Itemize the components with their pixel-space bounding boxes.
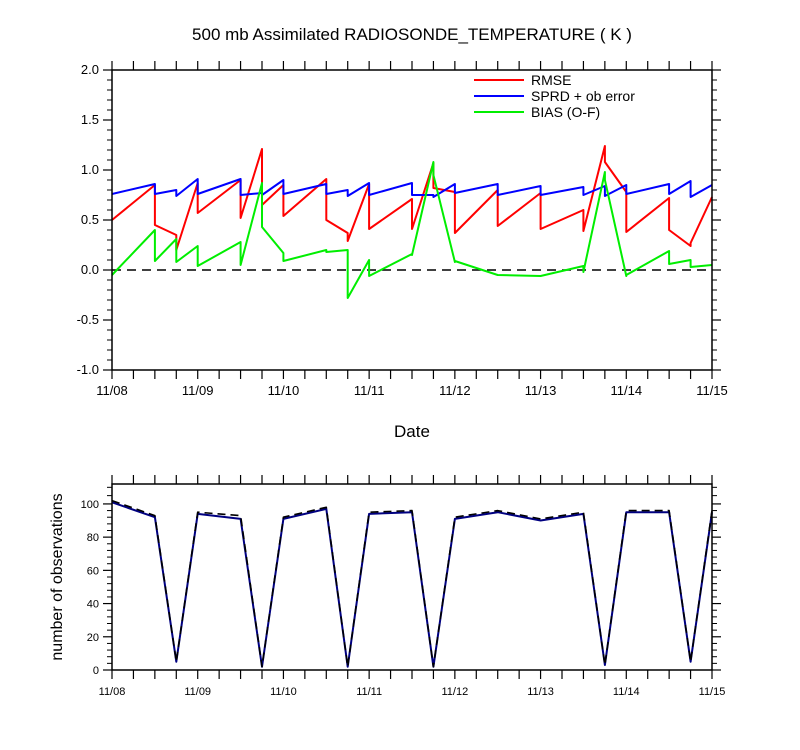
x-tick-label: 11/13 bbox=[525, 383, 557, 398]
y-tick-label: 40 bbox=[87, 599, 99, 611]
x-tick-label: 11/09 bbox=[184, 686, 211, 698]
x-tick-label: 11/10 bbox=[270, 686, 297, 698]
series-line-observations-dashed bbox=[111, 499, 713, 668]
y-tick-label: 1.5 bbox=[81, 112, 99, 127]
bottom-plot-frame bbox=[111, 483, 713, 671]
y-tick-label: 2.0 bbox=[81, 62, 99, 77]
top-axes-ticks: -1.0 -0.5 0.0 0.5 1.0 1.5 2.0 11/08 11/09 11/10 11… bbox=[77, 61, 728, 398]
x-tick-label: 11/08 bbox=[96, 383, 128, 398]
legend-label: RMSE bbox=[531, 72, 571, 88]
bottom-series-group bbox=[111, 499, 713, 668]
y-tick-label: 0 bbox=[93, 665, 99, 677]
x-tick-label: 11/08 bbox=[99, 686, 126, 698]
y-tick-label: 20 bbox=[87, 632, 99, 644]
y-tick-label: 0.0 bbox=[81, 262, 99, 277]
legend-label: SPRD + ob error bbox=[531, 88, 635, 104]
x-tick-label: 11/11 bbox=[356, 686, 382, 698]
x-axis-label: Date bbox=[394, 422, 430, 441]
bottom-chart-panel: 0 20 40 60 80 100 11/08 11/09 11/10 11/11 11/12 11/… bbox=[49, 475, 725, 698]
y-tick-label: 60 bbox=[87, 565, 99, 577]
series-line-observations bbox=[111, 501, 713, 668]
bottom-axes-ticks: 0 20 40 60 80 100 11/08 11/09 11/10 11/11 11/12 11/… bbox=[81, 475, 726, 698]
y-tick-label: 0.5 bbox=[81, 212, 99, 227]
y-axis-label: number of observations bbox=[49, 493, 66, 660]
top-plot-frame bbox=[111, 69, 713, 371]
legend-label: BIAS (O-F) bbox=[531, 104, 600, 120]
y-tick-label: -1.0 bbox=[77, 362, 99, 377]
x-tick-label: 11/12 bbox=[439, 383, 471, 398]
y-tick-label: 1.0 bbox=[81, 162, 99, 177]
x-tick-label: 11/09 bbox=[182, 383, 214, 398]
series-line-rmse bbox=[111, 145, 713, 251]
x-tick-label: 11/13 bbox=[527, 686, 554, 698]
x-tick-label: 11/11 bbox=[354, 383, 385, 398]
x-tick-label: 11/14 bbox=[610, 383, 642, 398]
x-tick-label: 11/14 bbox=[613, 686, 640, 698]
y-tick-label: -0.5 bbox=[77, 312, 99, 327]
x-tick-label: 11/10 bbox=[268, 383, 300, 398]
y-tick-label: 100 bbox=[81, 499, 99, 511]
series-line-bias-o-f bbox=[111, 161, 713, 299]
y-tick-label: 80 bbox=[87, 532, 99, 544]
x-tick-label: 11/15 bbox=[699, 686, 726, 698]
top-series-group bbox=[111, 145, 713, 299]
x-tick-label: 11/12 bbox=[441, 686, 468, 698]
series-line-sprd-ob-error bbox=[111, 178, 713, 198]
chart-title: 500 mb Assimilated RADIOSONDE_TEMPERATUR… bbox=[192, 25, 632, 44]
x-tick-label: 11/15 bbox=[696, 383, 728, 398]
top-chart-panel: 500 mb Assimilated RADIOSONDE_TEMPERATUR… bbox=[77, 25, 728, 441]
